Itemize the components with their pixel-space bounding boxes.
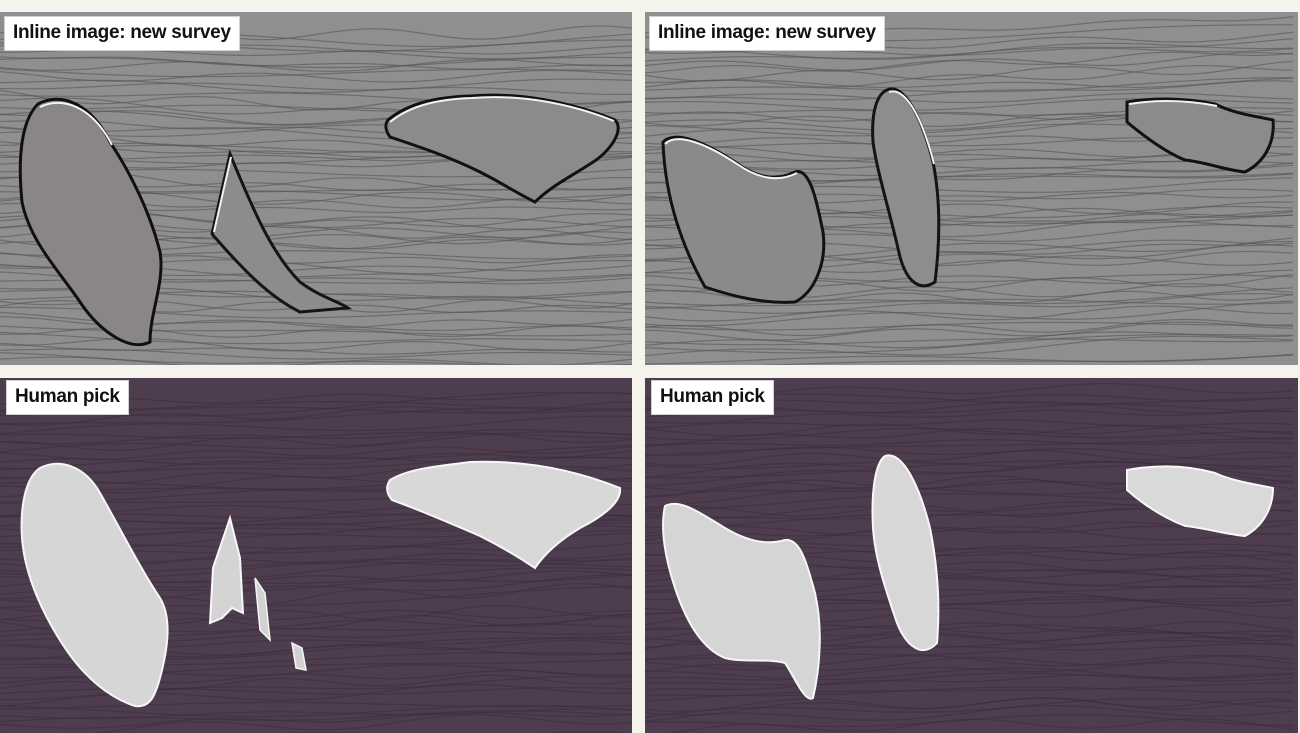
salt-body-spike <box>208 514 245 625</box>
salt-body-right <box>386 460 622 570</box>
human-pick-panel-right: Human pick <box>645 378 1298 733</box>
salt-body-outline-right <box>384 93 620 204</box>
seismic-image-top-right <box>645 12 1298 365</box>
salt-body-outline-spike <box>210 149 353 314</box>
seismic-image-top-left <box>0 12 632 365</box>
salt-body-sliver <box>254 577 271 643</box>
salt-body-right <box>1126 465 1275 538</box>
human-pick-panel-left: Human pick <box>0 378 632 733</box>
salt-body-left <box>20 463 169 708</box>
seismic-panel-top-left: Inline image: new survey <box>0 12 632 365</box>
panel-label: Human pick <box>651 380 774 415</box>
panel-label: Inline image: new survey <box>649 16 885 51</box>
human-pick-image-right <box>645 378 1298 733</box>
salt-body-middle <box>871 454 940 652</box>
salt-body-left <box>662 502 821 700</box>
seismic-panel-top-right: Inline image: new survey <box>645 12 1298 365</box>
panel-label: Inline image: new survey <box>4 16 240 51</box>
salt-body-small <box>291 641 307 671</box>
human-pick-image-left <box>0 378 632 733</box>
salt-body-outline-right <box>1125 97 1275 174</box>
panel-label: Human pick <box>6 380 129 415</box>
reflectors-bottom-right <box>645 383 1294 733</box>
